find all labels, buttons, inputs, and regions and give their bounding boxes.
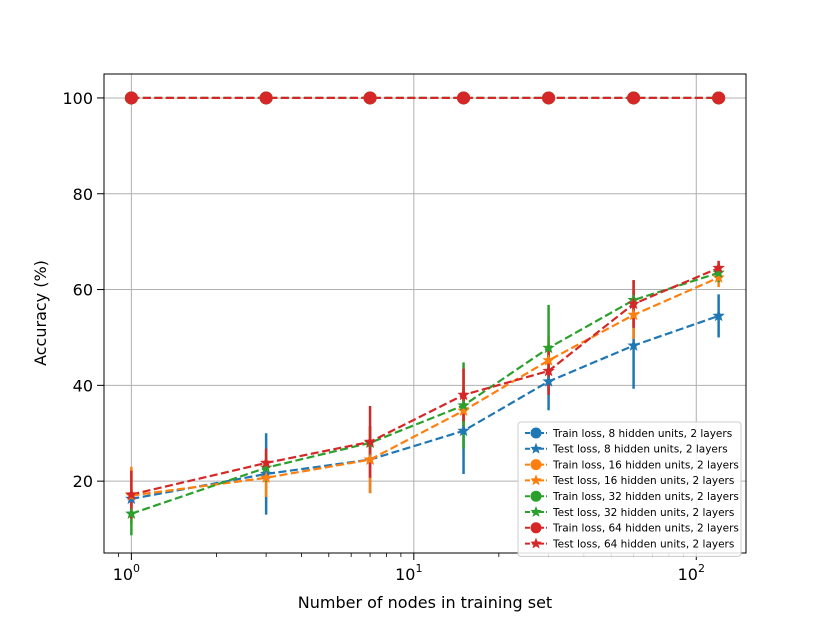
data-point-test-loss-8-hidden-units-2-layers: [542, 375, 555, 387]
y-tick-label: 40: [73, 376, 93, 395]
data-point-test-loss-32-hidden-units-2-layers: [542, 341, 555, 354]
data-point-test-loss-16-hidden-units-2-layers: [627, 308, 640, 321]
data-point-test-loss-64-hidden-units-2-layers: [363, 435, 377, 448]
x-tick-label: 102: [678, 562, 705, 584]
legend-marker-circle: [530, 522, 542, 534]
legend-label: Test loss, 64 hidden units, 2 layers: [552, 538, 734, 550]
data-point-test-loss-32-hidden-units-2-layers: [457, 398, 470, 411]
data-point-test-loss-64-hidden-units-2-layers: [125, 488, 138, 500]
legend-marker-star: [530, 474, 542, 486]
data-point-test-loss-32-hidden-units-2-layers: [125, 507, 138, 519]
data-point-test-loss-16-hidden-units-2-layers: [542, 353, 555, 366]
data-point-train-loss-64-hidden-units-2-layers: [259, 91, 273, 105]
legend-label: Train loss, 32 hidden units, 2 layers: [552, 491, 739, 503]
data-point-train-loss-64-hidden-units-2-layers: [627, 91, 641, 105]
legend-label: Test loss, 8 hidden units, 2 layers: [552, 444, 728, 456]
y-axis-label: Accuracy (%): [31, 260, 50, 366]
data-point-test-loss-32-hidden-units-2-layers: [259, 461, 273, 473]
data-point-test-loss-16-hidden-units-2-layers: [457, 404, 470, 416]
data-point-test-loss-64-hidden-units-2-layers: [627, 297, 640, 310]
data-point-test-loss-16-hidden-units-2-layers: [259, 471, 273, 484]
data-point-train-loss-64-hidden-units-2-layers: [124, 91, 138, 105]
data-point-test-loss-64-hidden-units-2-layers: [457, 388, 470, 401]
x-tick-base: 10: [678, 565, 698, 584]
legend-box: [517, 421, 742, 557]
data-point-train-loss-64-hidden-units-2-layers: [363, 91, 377, 105]
legend-label: Train loss, 16 hidden units, 2 layers: [552, 459, 739, 471]
data-point-train-loss-64-hidden-units-2-layers: [712, 91, 726, 105]
x-tick-label: 100: [113, 562, 140, 584]
legend: Train loss, 8 hidden units, 2 layers Test…: [517, 421, 742, 557]
data-point-train-loss-64-hidden-units-2-layers: [542, 91, 556, 105]
legend-label: Train loss, 64 hidden units, 2 layers: [552, 523, 739, 535]
plot-frame: [103, 73, 747, 554]
x-tick-base: 10: [395, 565, 415, 584]
legend-marker-star: [530, 442, 542, 454]
data-point-test-loss-64-hidden-units-2-layers: [542, 364, 555, 377]
x-tick-label: 101: [395, 562, 422, 584]
legend-label: Test loss, 32 hidden units, 2 layers: [552, 507, 734, 519]
data-point-test-loss-16-hidden-units-2-layers: [712, 271, 725, 283]
data-point-test-loss-8-hidden-units-2-layers: [457, 424, 470, 437]
legend-marker-star: [530, 506, 542, 517]
y-tick-label: 80: [73, 185, 93, 204]
y-tick-label: 60: [73, 281, 93, 300]
y-tick-label: 100: [62, 89, 93, 108]
data-point-test-loss-64-hidden-units-2-layers: [259, 456, 273, 469]
legend-label: Train loss, 8 hidden units, 2 layers: [552, 428, 732, 440]
y-tick-label: 20: [73, 472, 93, 491]
x-tick-exponent: 2: [698, 562, 705, 575]
data-point-test-loss-32-hidden-units-2-layers: [712, 266, 725, 279]
x-axis-label: Number of nodes in training set: [298, 593, 552, 612]
data-point-test-loss-64-hidden-units-2-layers: [712, 261, 725, 274]
x-tick-exponent: 1: [415, 562, 422, 575]
legend-label: Test loss, 16 hidden units, 2 layers: [552, 475, 734, 487]
data-point-train-loss-64-hidden-units-2-layers: [457, 91, 471, 105]
legend-marker-star: [530, 537, 542, 549]
data-point-test-loss-16-hidden-units-2-layers: [363, 453, 377, 465]
x-tick-base: 10: [113, 565, 133, 584]
legend-marker-circle: [530, 490, 542, 502]
data-point-test-loss-8-hidden-units-2-layers: [712, 309, 725, 322]
series-markers: [124, 91, 726, 519]
grid: [104, 74, 746, 553]
x-tick-exponent: 0: [133, 562, 140, 575]
data-point-test-loss-8-hidden-units-2-layers: [627, 339, 640, 351]
legend-marker-circle: [530, 459, 542, 471]
legend-marker-circle: [530, 427, 542, 439]
